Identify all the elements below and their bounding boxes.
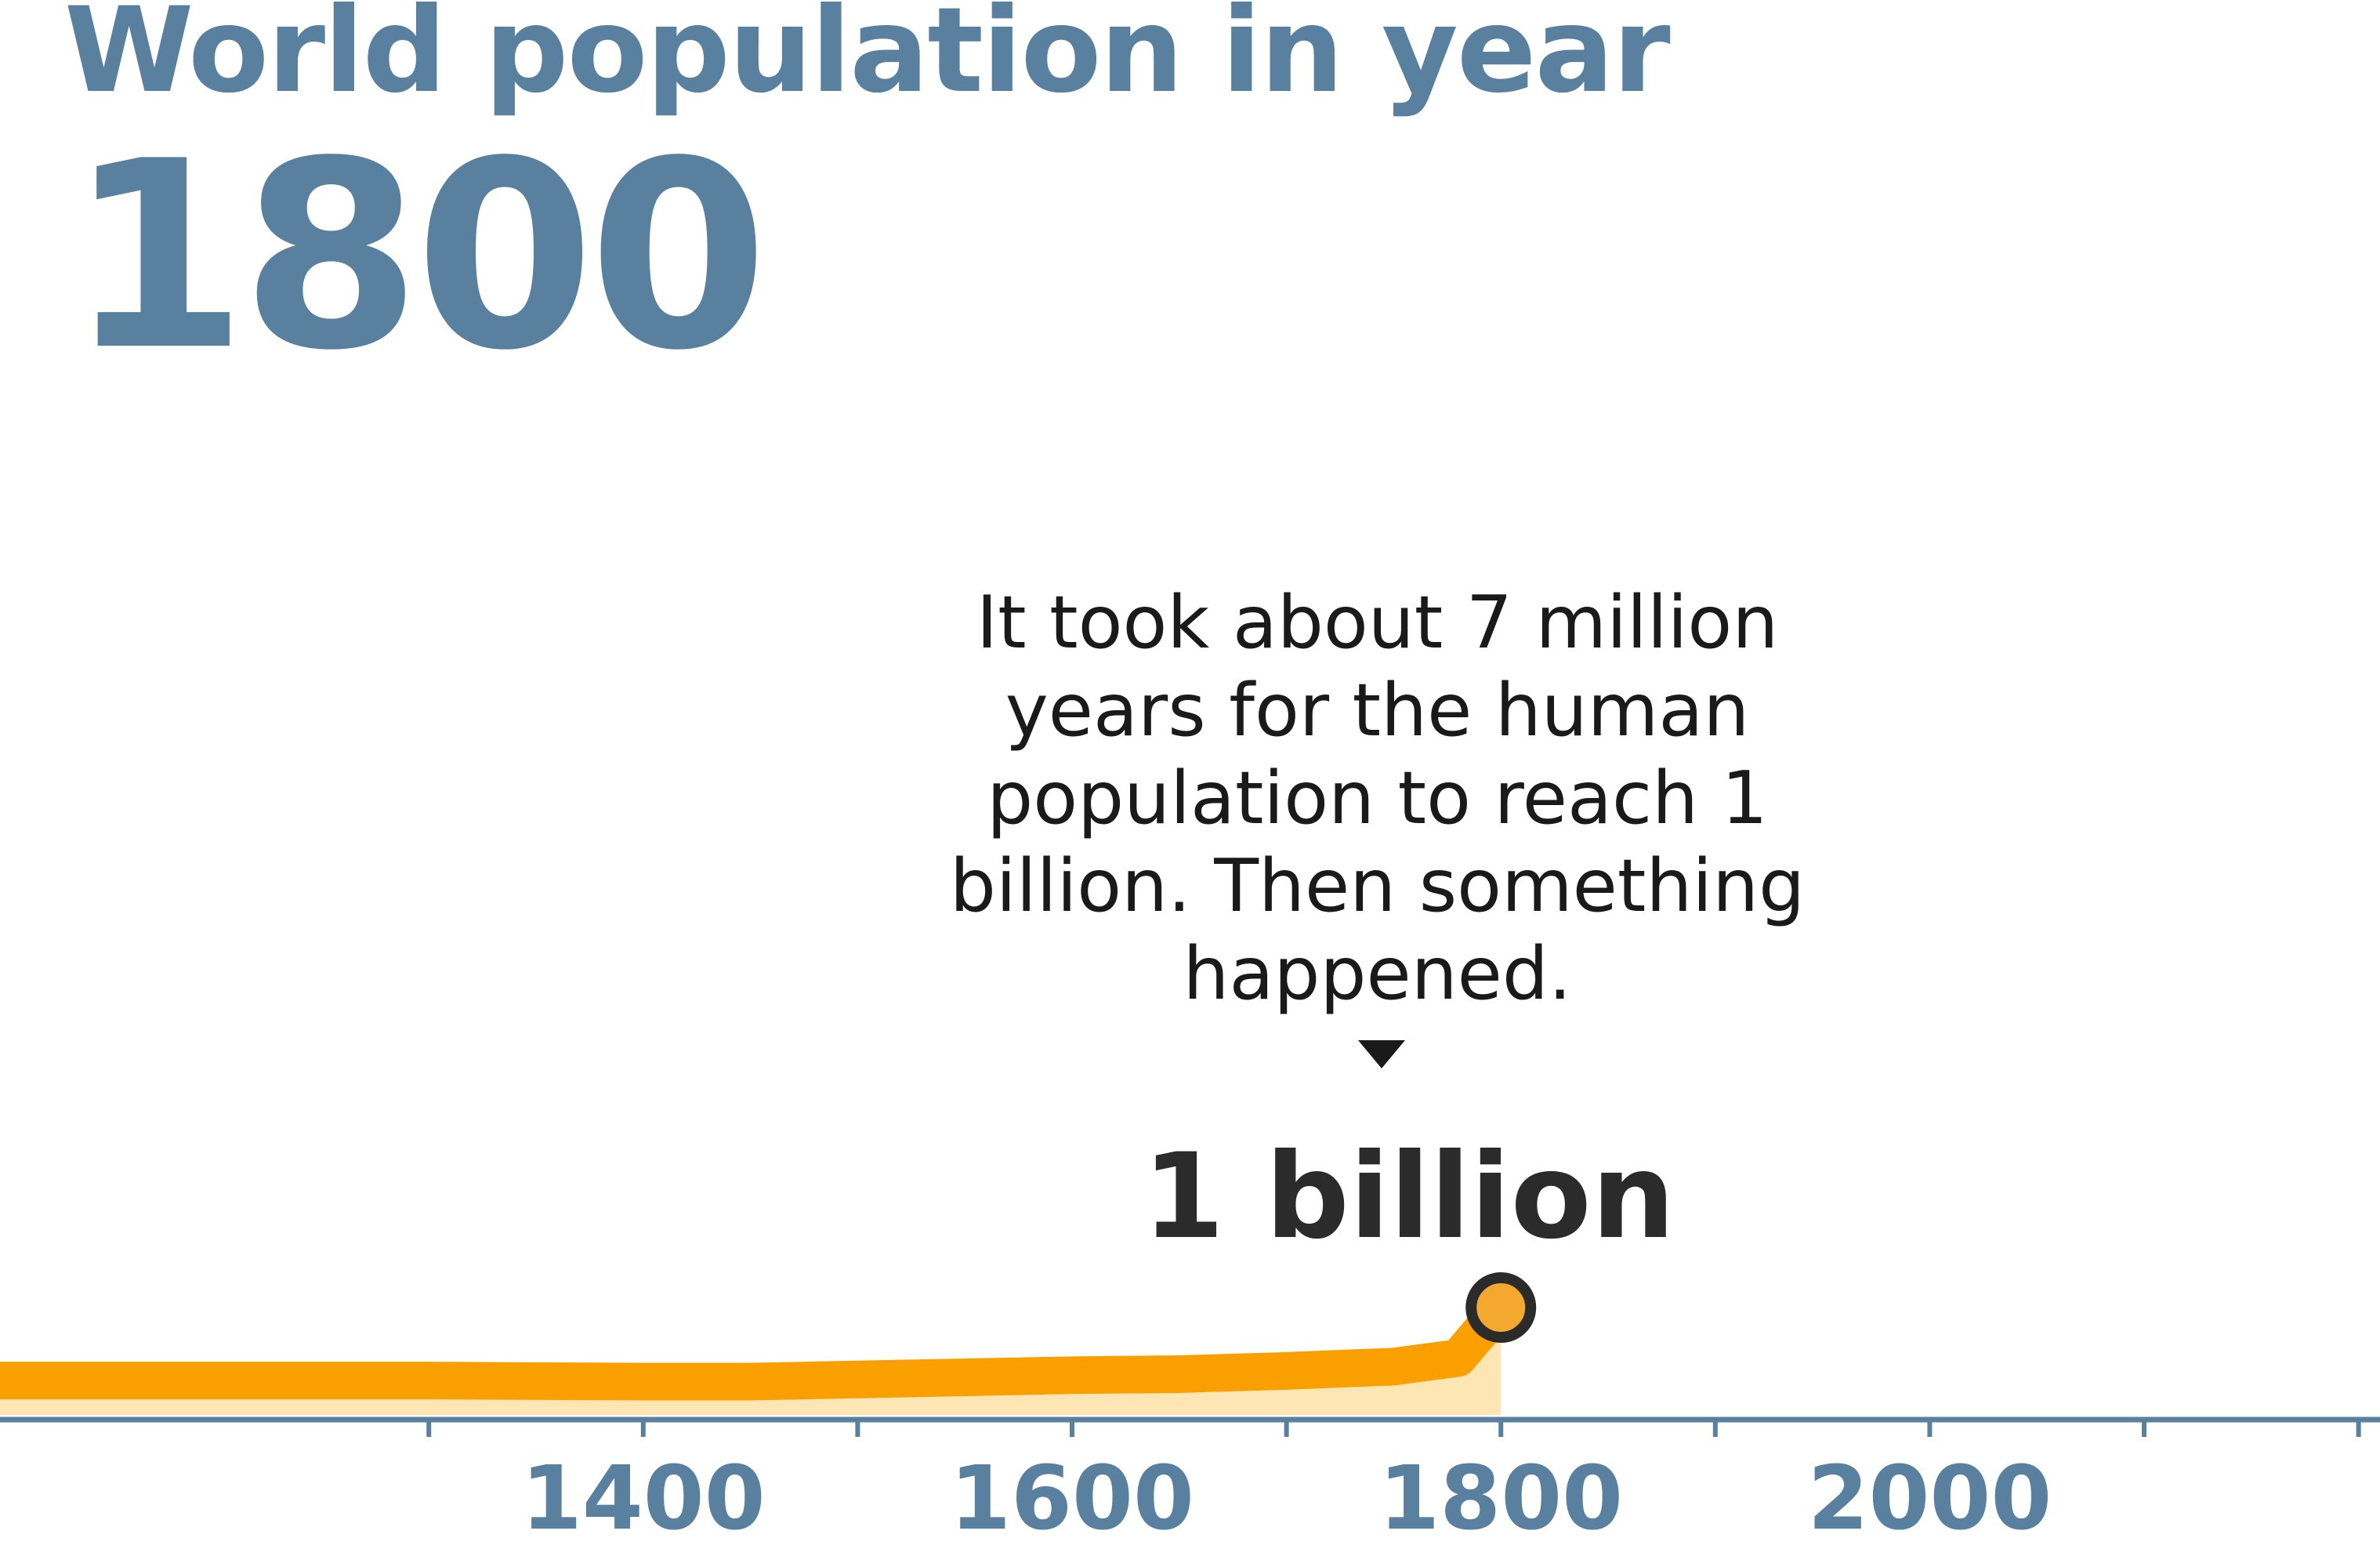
- tick-label: 1800: [1378, 1448, 1623, 1550]
- x-axis: 1400 1600 1800 2000: [0, 1416, 2380, 1550]
- line-layer: [0, 1289, 1520, 1401]
- area-layer: [0, 1326, 1502, 1415]
- population-area: [0, 1326, 1502, 1415]
- population-line: [0, 1289, 1520, 1401]
- annotation-text: It took about 7 million years for the hu…: [949, 580, 1806, 1016]
- tick-label: 2000: [1808, 1448, 2052, 1550]
- year-display: 1800: [67, 106, 768, 407]
- tick-label: 1400: [521, 1448, 766, 1550]
- highlight-marker: [1465, 1272, 1537, 1343]
- milestone-label: 1 billion: [1143, 1129, 1675, 1265]
- marker-layer: [1465, 1272, 1537, 1343]
- tick-label: 1600: [950, 1448, 1194, 1550]
- annotation-pointer-icon: [1358, 1040, 1405, 1068]
- chart-title: World population in year: [64, 0, 1671, 119]
